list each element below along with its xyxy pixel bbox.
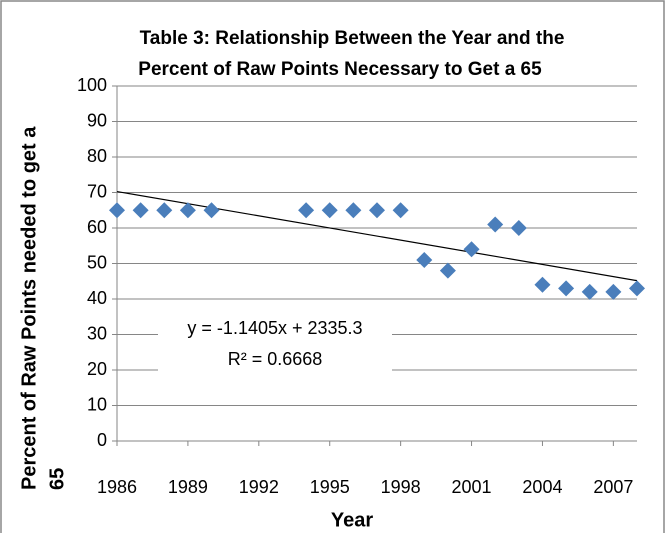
point xyxy=(392,202,409,219)
y-tick-label: 0 xyxy=(97,430,107,450)
chart-title: Table 3: Relationship Between the Year a… xyxy=(140,28,565,49)
x-tick-label: 1992 xyxy=(239,477,279,497)
x-tick-label: 1995 xyxy=(310,477,350,497)
chart-title: Percent of Raw Points Necessary to Get a… xyxy=(138,59,542,80)
point xyxy=(345,202,362,219)
point xyxy=(534,276,551,293)
y-axis-title: Percent of Raw Points needed to get a xyxy=(18,126,40,490)
x-tick-label: 1986 xyxy=(97,477,137,497)
y-tick-label: 60 xyxy=(87,217,107,237)
y-tick-label: 90 xyxy=(87,110,107,130)
point xyxy=(581,283,598,300)
y-tick-label: 80 xyxy=(87,146,107,166)
point xyxy=(203,202,220,219)
point xyxy=(439,262,456,279)
x-tick-label: 2007 xyxy=(593,477,633,497)
r-squared: R² = 0.6668 xyxy=(228,349,323,369)
point xyxy=(510,220,527,236)
x-tick-label: 2004 xyxy=(522,477,562,497)
x-tick-label: 2001 xyxy=(452,477,492,497)
point xyxy=(416,251,433,268)
y-tick-label: 50 xyxy=(87,252,107,272)
point xyxy=(156,202,173,219)
x-axis-title: Year xyxy=(331,509,373,531)
y-tick-label: 100 xyxy=(77,75,107,95)
point xyxy=(298,202,315,219)
point xyxy=(321,202,338,219)
point xyxy=(369,202,385,219)
y-tick-label: 10 xyxy=(87,394,107,414)
point xyxy=(558,280,575,297)
point xyxy=(109,202,125,219)
x-tick-label: 1989 xyxy=(168,477,208,497)
trendline xyxy=(116,190,638,282)
point xyxy=(487,216,504,233)
trend-equation: y = -1.1405x + 2335.3 xyxy=(187,318,362,338)
point xyxy=(132,202,149,219)
y-axis-title: 65 xyxy=(46,468,68,490)
point xyxy=(629,280,645,297)
point xyxy=(605,283,622,300)
y-tick-label: 70 xyxy=(87,181,107,201)
y-tick-label: 40 xyxy=(87,288,107,308)
point xyxy=(463,241,480,258)
y-tick-label: 20 xyxy=(87,359,107,379)
x-tick-label: 1998 xyxy=(381,477,421,497)
y-tick-label: 30 xyxy=(87,323,107,343)
annotation-bg xyxy=(158,314,392,374)
point xyxy=(179,202,196,219)
